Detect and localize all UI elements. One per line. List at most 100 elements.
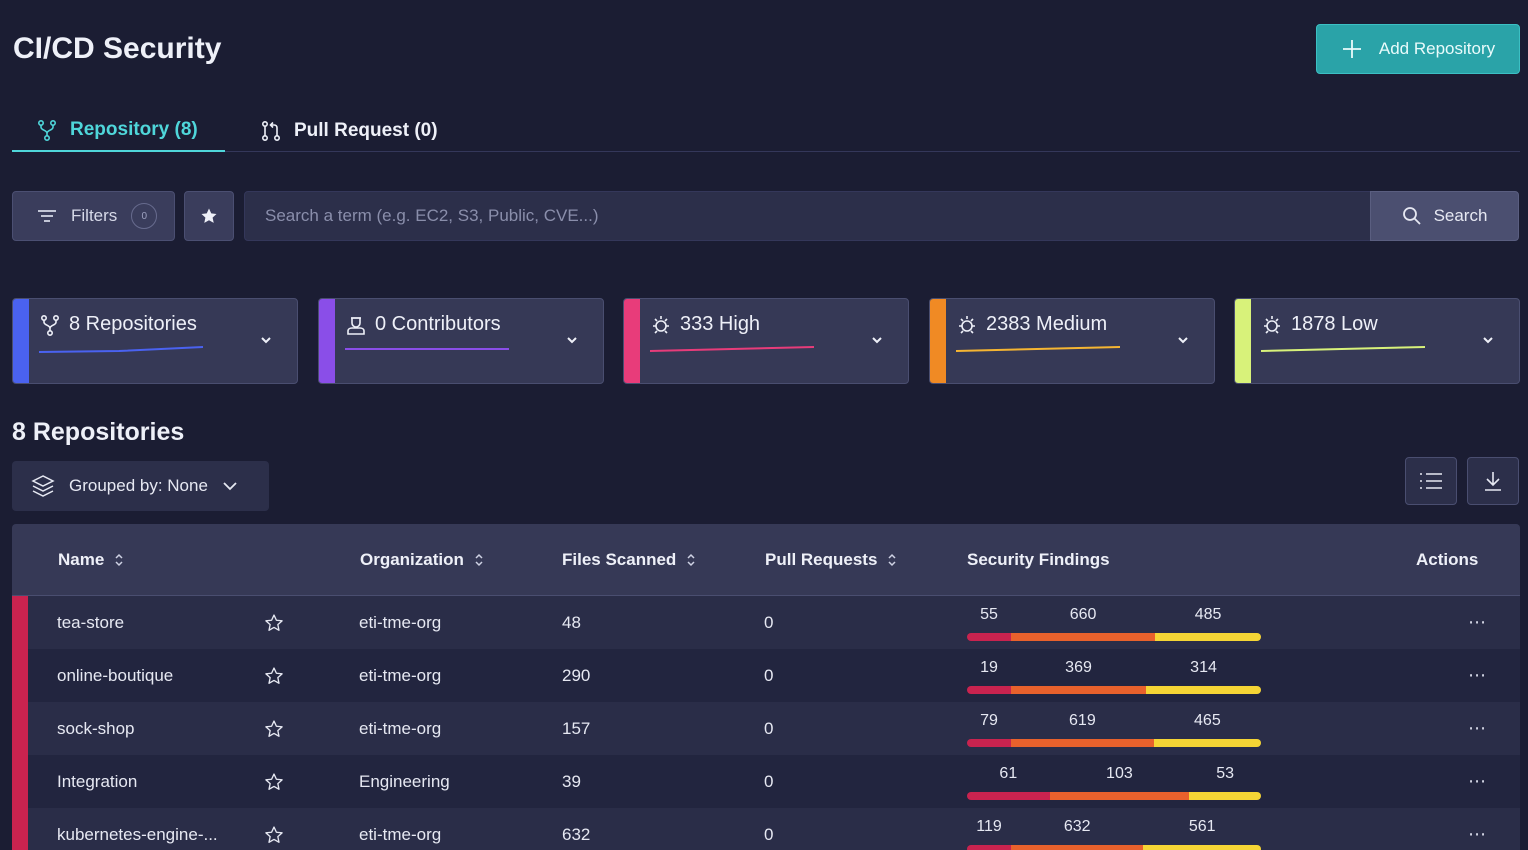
findings-high-segment — [967, 739, 1011, 747]
repo-name[interactable]: online-boutique — [57, 665, 174, 685]
summary-card-low[interactable]: 1878 Low — [1234, 298, 1520, 384]
favorite-toggle[interactable] — [264, 596, 284, 649]
column-header-label: Organization — [360, 550, 464, 569]
favorite-toggle[interactable] — [264, 702, 284, 755]
findings-medium-count: 103 — [1106, 765, 1133, 782]
list-view-button[interactable] — [1405, 457, 1457, 505]
repo-name[interactable]: Integration — [57, 771, 138, 791]
plus-icon — [1342, 40, 1361, 58]
filters-button[interactable]: Filters 0 — [12, 191, 175, 241]
files-scanned-value: 157 — [562, 718, 591, 738]
files-scanned-value: 48 — [562, 612, 581, 632]
row-actions-menu[interactable]: ⋯ — [1468, 665, 1487, 685]
favorites-button[interactable] — [184, 191, 234, 241]
row-actions-menu[interactable]: ⋯ — [1468, 718, 1487, 738]
table-row[interactable]: kubernetes-engine-... eti-tme-org 632 0 119 6… — [12, 808, 1520, 850]
findings-low-count: 53 — [1216, 765, 1234, 782]
star-filled-icon — [201, 208, 217, 223]
chevron-down-icon — [261, 337, 271, 344]
column-header-label: Name — [58, 550, 105, 569]
row-actions-menu[interactable]: ⋯ — [1468, 771, 1487, 791]
repo-organization: eti-tme-org — [359, 718, 442, 738]
findings-low-count: 561 — [1188, 818, 1216, 835]
summary-card-contributors[interactable]: 0 Contributors — [318, 298, 604, 384]
findings-stacked-bar — [967, 686, 1261, 694]
table-row[interactable]: Integration Engineering 39 0 61 103 53 ⋯ — [12, 755, 1520, 808]
chevron-down-icon — [872, 337, 882, 344]
card-accent — [930, 299, 946, 383]
layers-icon — [31, 475, 55, 497]
repo-name[interactable]: tea-store — [57, 612, 125, 632]
pull-request-icon — [261, 120, 281, 141]
tab-repository-label: Repository (8) — [70, 119, 198, 140]
table-row[interactable]: tea-store eti-tme-org 48 0 55 660 485 ⋯ — [12, 596, 1520, 649]
findings-high-segment — [967, 845, 1011, 850]
group-by-dropdown[interactable]: Grouped by: None — [12, 461, 269, 511]
sparkline — [1261, 346, 1425, 352]
search-input[interactable] — [244, 191, 1371, 241]
findings-low-segment — [1146, 686, 1261, 694]
card-accent — [1235, 299, 1251, 383]
column-header-label: Security Findings — [967, 550, 1110, 569]
row-actions-menu[interactable]: ⋯ — [1468, 612, 1487, 632]
sort-icon — [115, 553, 123, 567]
findings-low-segment — [1189, 792, 1261, 800]
repo-name[interactable]: kubernetes-engine-... — [57, 824, 218, 844]
search-label: Search — [1433, 206, 1488, 225]
favorite-toggle[interactable] — [264, 808, 284, 850]
table-row[interactable]: online-boutique eti-tme-org 290 0 19 369 314 ⋯ — [12, 649, 1520, 702]
column-header-organization[interactable]: Organization — [360, 524, 484, 596]
card-accent — [13, 299, 29, 383]
repo-organization: eti-tme-org — [359, 612, 442, 632]
tab-pull-request[interactable]: Pull Request (0) — [260, 110, 438, 151]
security-findings-bar: 55 660 485 — [967, 596, 1261, 649]
findings-high-count: 19 — [980, 659, 998, 676]
findings-high-count: 119 — [976, 818, 1002, 835]
chevron-down-icon — [223, 482, 237, 491]
security-findings-bar: 19 369 314 — [967, 649, 1261, 702]
star-outline-icon — [265, 613, 283, 631]
severity-stripe — [12, 755, 28, 808]
security-findings-bar: 61 103 53 — [967, 755, 1261, 808]
card-label: 0 Contributors — [345, 313, 501, 336]
row-actions-menu[interactable]: ⋯ — [1468, 824, 1487, 844]
tab-repository[interactable]: Repository (8) — [12, 110, 225, 152]
repositories-table: Name Organization Files Scanned Pull Req… — [12, 524, 1520, 850]
column-header-actions: Actions — [1416, 524, 1478, 596]
favorite-toggle[interactable] — [264, 755, 284, 808]
pull-requests-value: 0 — [764, 612, 774, 632]
column-header-name[interactable]: Name — [58, 524, 124, 596]
findings-high-count: 79 — [980, 712, 998, 729]
findings-high-count: 55 — [980, 606, 998, 623]
contributor-icon — [347, 316, 365, 335]
download-button[interactable] — [1467, 457, 1519, 505]
column-header-files-scanned[interactable]: Files Scanned — [562, 524, 696, 596]
sparkline — [956, 346, 1120, 352]
card-accent — [319, 299, 335, 383]
card-label: 8 Repositories — [39, 313, 197, 336]
summary-card-medium[interactable]: 2383 Medium — [929, 298, 1215, 384]
column-header-pull-requests[interactable]: Pull Requests — [765, 524, 897, 596]
pull-requests-value: 0 — [764, 718, 774, 738]
table-row[interactable]: sock-shop eti-tme-org 157 0 79 619 465 ⋯ — [12, 702, 1520, 755]
filter-icon — [38, 210, 56, 222]
branch-icon — [37, 119, 57, 141]
search-button[interactable]: Search — [1370, 191, 1519, 241]
card-label: 2383 Medium — [956, 313, 1107, 336]
severity-stripe — [12, 596, 28, 649]
summary-card-repositories[interactable]: 8 Repositories — [12, 298, 298, 384]
sort-icon — [687, 553, 695, 567]
branch-icon — [40, 314, 60, 336]
card-accent — [624, 299, 640, 383]
add-repository-button[interactable]: Add Repository — [1316, 24, 1520, 74]
filters-count-badge: 0 — [131, 203, 158, 229]
favorite-toggle[interactable] — [264, 649, 284, 702]
repo-name[interactable]: sock-shop — [57, 718, 135, 738]
sort-icon — [888, 553, 896, 567]
files-scanned-value: 632 — [562, 824, 591, 844]
filters-label: Filters — [71, 206, 118, 225]
findings-stacked-bar — [967, 633, 1261, 641]
files-scanned-value: 290 — [562, 665, 591, 685]
findings-stacked-bar — [967, 792, 1261, 800]
summary-card-high[interactable]: 333 High — [623, 298, 909, 384]
